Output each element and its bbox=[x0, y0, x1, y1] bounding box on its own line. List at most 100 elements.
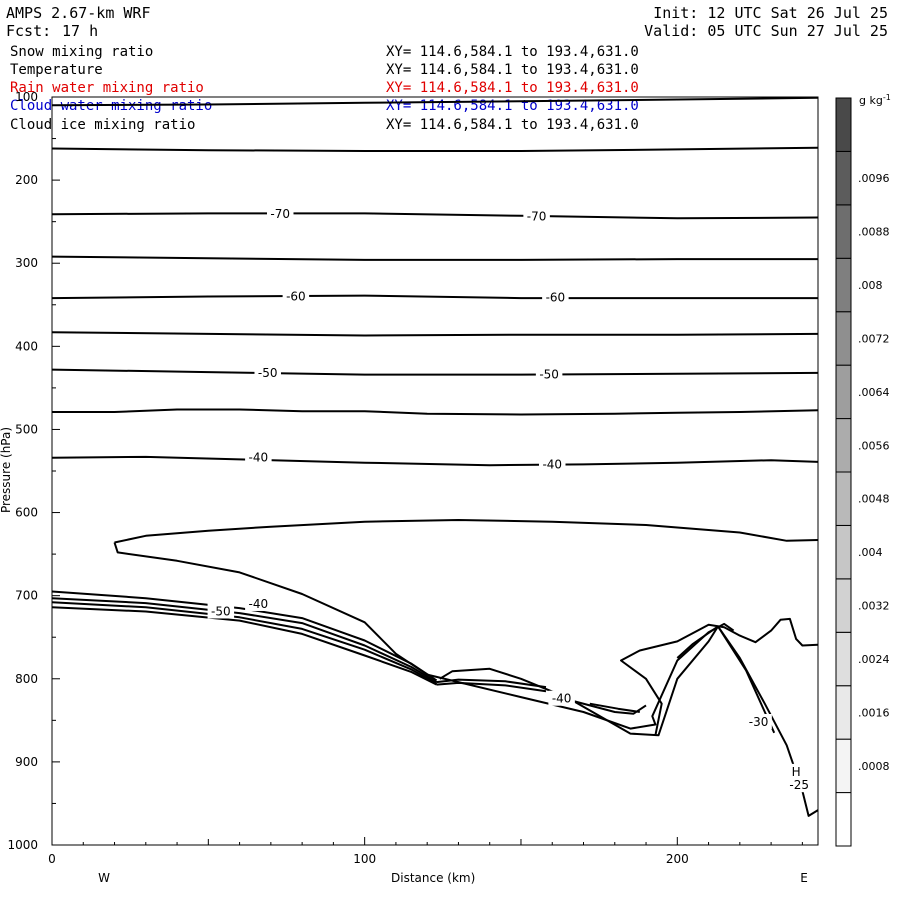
y-tick-label-900: 900 bbox=[15, 755, 38, 769]
contour-line-23 bbox=[620, 617, 819, 736]
contour-line-22 bbox=[589, 702, 640, 713]
contour-label-5: -50 bbox=[258, 366, 278, 380]
contour-line-4 bbox=[51, 255, 818, 261]
field-name-temperature: Temperature bbox=[10, 62, 103, 78]
contour-label-bg-7 bbox=[245, 449, 272, 465]
colorbar-label-4: .0032 bbox=[858, 600, 890, 613]
contour-label-9: -40 bbox=[249, 597, 269, 611]
contour-line-3 bbox=[51, 212, 819, 220]
field-xy-rain: XY= 114.6,584.1 to 193.4,631.0 bbox=[386, 80, 639, 96]
contour-label-7: -40 bbox=[249, 451, 269, 465]
contour-line-12 bbox=[51, 590, 438, 682]
colorbar: .0008 .0016 .0024 .0032 .004 .0048 .0056 .0064.… bbox=[835, 97, 890, 847]
colorbar-label-7: .0056 bbox=[858, 439, 890, 452]
colorbar-label-2: .0016 bbox=[858, 706, 890, 719]
colorbar-swatch-7 bbox=[835, 471, 852, 526]
y-tick-label-200: 200 bbox=[15, 173, 38, 187]
field-name-snow: Snow mixing ratio bbox=[10, 44, 154, 60]
field-xy-temperature: XY= 114.6,584.1 to 193.4,631.0 bbox=[386, 62, 639, 78]
contour-line-2 bbox=[51, 146, 819, 152]
field-xy-cloud-ice: XY= 114.6,584.1 to 193.4,631.0 bbox=[386, 117, 639, 133]
contour-label-12: -30 bbox=[749, 715, 769, 729]
contour-label-bg-9 bbox=[245, 595, 272, 611]
colorbar-swatch-6 bbox=[835, 524, 852, 580]
field-name-cloud-ice: Cloud ice mixing ratio bbox=[10, 117, 196, 133]
field-name-cloud-water: Cloud water mixing ratio bbox=[10, 98, 213, 114]
forecast-value: 17 h bbox=[62, 22, 99, 40]
colorbar-swatch-10 bbox=[835, 311, 852, 366]
y-tick-label-800: 800 bbox=[15, 672, 38, 686]
colorbar-label-5: .004 bbox=[858, 546, 883, 559]
contour-label-bg-1 bbox=[266, 206, 294, 222]
y-tick-label-700: 700 bbox=[15, 589, 38, 603]
contour-line-15 bbox=[51, 606, 438, 686]
contour-line-18 bbox=[439, 625, 719, 737]
x-tick-label-0: 0 bbox=[48, 852, 56, 866]
colorbar-swatch-2 bbox=[835, 738, 852, 794]
contour-line-6 bbox=[51, 331, 819, 337]
y-tick-label-1000: 1000 bbox=[7, 838, 38, 852]
colorbar-swatch-9 bbox=[835, 364, 852, 420]
axes-group: 100 200 300 400 500 600 700 800 900 1000 0 100 200 bbox=[7, 90, 803, 866]
model-title: AMPS 2.67-km WRF bbox=[6, 4, 151, 22]
contour-label-bg-13 bbox=[790, 763, 802, 779]
contour-label-bg-11 bbox=[548, 690, 575, 706]
colorbar-swatch-13 bbox=[835, 150, 852, 206]
contour-line-5 bbox=[51, 294, 818, 300]
contour-line-8 bbox=[52, 408, 819, 416]
forecast-label: Fcst: bbox=[6, 22, 52, 40]
contour-label-bg-3 bbox=[282, 288, 310, 304]
contour-line-1 bbox=[51, 96, 819, 107]
contour-lines-group bbox=[51, 96, 819, 817]
contour-line-13 bbox=[51, 597, 438, 683]
contour-label-bg-8 bbox=[538, 456, 566, 472]
colorbar-label-12: .0096 bbox=[858, 172, 890, 185]
contour-labels-group: -70 -70 -60 -60 -50 -50 -40 -40 -40 -50 -40 -30 H-25 bbox=[207, 206, 813, 793]
contour-label-6: -50 bbox=[539, 368, 559, 382]
contour-label-13: H bbox=[792, 765, 801, 779]
contour-label-2: -70 bbox=[527, 210, 547, 224]
y-tick-label-100: 100 bbox=[15, 90, 38, 104]
contour-label-4: -60 bbox=[546, 290, 566, 304]
colorbar-swatch-1 bbox=[835, 792, 852, 847]
plot-frame bbox=[51, 96, 819, 846]
contour-label-bg-14 bbox=[785, 777, 813, 793]
contour-label-bg-6 bbox=[535, 366, 563, 382]
field-xy-snow: XY= 114.6,584.1 to 193.4,631.0 bbox=[386, 44, 639, 60]
colorbar-unit: g kg-1 bbox=[859, 93, 891, 107]
contour-line-17 bbox=[436, 678, 547, 689]
colorbar-swatch-12 bbox=[835, 204, 852, 259]
colorbar-label-8: .0064 bbox=[858, 386, 890, 399]
contour-label-8: -40 bbox=[542, 457, 562, 471]
contour-label-3: -60 bbox=[286, 289, 306, 303]
colorbar-label-9: .0072 bbox=[858, 332, 890, 345]
contour-line-14 bbox=[51, 601, 438, 685]
colorbar-swatch-11 bbox=[835, 257, 852, 313]
colorbar-label-3: .0024 bbox=[858, 653, 890, 666]
contour-label-14: -25 bbox=[789, 778, 809, 792]
colorbar-swatch-3 bbox=[835, 685, 852, 740]
contour-line-11 bbox=[113, 542, 735, 730]
x-tick-label-200: 200 bbox=[666, 852, 689, 866]
contour-line-21 bbox=[558, 696, 647, 715]
contour-label-bg-5 bbox=[254, 364, 281, 380]
x-axis-title: Distance (km) bbox=[391, 871, 475, 885]
east-label: E bbox=[800, 871, 808, 885]
x-tick-label-100: 100 bbox=[353, 852, 376, 866]
contour-label-bg-10 bbox=[207, 603, 235, 619]
y-tick-label-300: 300 bbox=[15, 256, 38, 270]
contour-line-7 bbox=[51, 368, 819, 376]
y-axis-title: Pressure (hPa) bbox=[0, 427, 13, 513]
y-tick-label-400: 400 bbox=[15, 339, 38, 353]
contour-line-16 bbox=[436, 681, 547, 693]
contour-label-bg-4 bbox=[542, 289, 569, 305]
colorbar-swatch-4 bbox=[835, 631, 852, 687]
contour-label-bg-12 bbox=[745, 713, 772, 729]
contour-line-10 bbox=[114, 519, 819, 544]
y-tick-label-500: 500 bbox=[15, 422, 38, 436]
valid-time: Valid: 05 UTC Sun 27 Jul 25 bbox=[644, 22, 888, 40]
colorbar-label-6: .0048 bbox=[858, 493, 890, 506]
contour-line-20 bbox=[717, 625, 776, 734]
colorbar-swatch-14 bbox=[835, 97, 852, 152]
